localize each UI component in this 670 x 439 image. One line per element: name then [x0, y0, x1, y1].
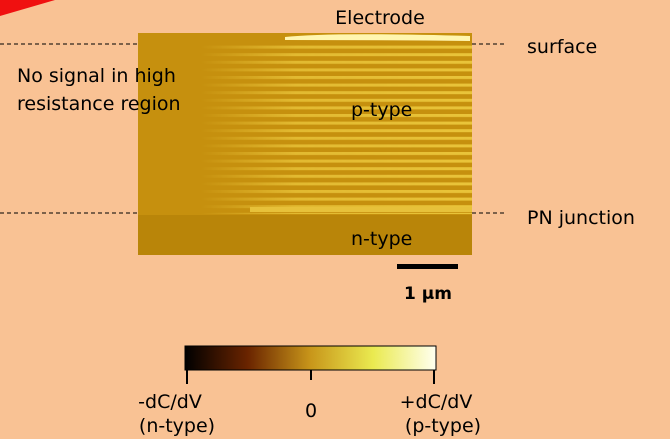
p-type-label: p-type: [351, 99, 412, 121]
colorbar-max-label: +dC/dV: [400, 391, 473, 413]
no-signal-label: No signal in high: [17, 65, 176, 87]
arrow-marker: [0, 0, 55, 16]
electrode-label: Electrode: [335, 7, 425, 29]
n-type-label: n-type: [351, 228, 412, 250]
colorbar-mid-label: 0: [305, 400, 317, 422]
pn-junction-label: PN junction: [527, 207, 635, 229]
colorbar-min-label: -dC/dV: [138, 391, 202, 413]
colorbar-max-label: (p-type): [405, 415, 481, 437]
scm-image: [138, 33, 472, 255]
colorbar: [185, 346, 436, 384]
figure: Electrode surface PN junction No signal …: [0, 0, 670, 439]
scale-bar: [397, 264, 458, 269]
colorbar-min-label: (n-type): [139, 415, 215, 437]
surface-label: surface: [527, 36, 597, 58]
scale-bar-label: 1 µm: [404, 284, 452, 304]
no-signal-label: resistance region: [17, 93, 181, 115]
